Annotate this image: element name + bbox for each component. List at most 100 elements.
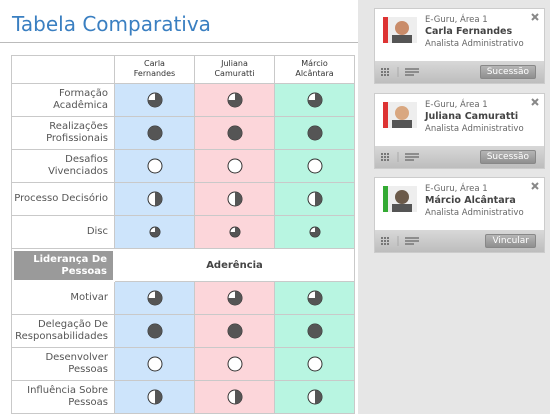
table-border [11, 55, 12, 414]
ball-fill [147, 126, 162, 140]
ball-fill [314, 192, 322, 206]
ball-fill [147, 324, 162, 338]
grid-icon-dot [381, 237, 383, 239]
row-label: Disc [12, 216, 115, 249]
level-cell [195, 282, 275, 315]
ball-outline [147, 158, 162, 174]
grid-icon-dot [384, 68, 386, 70]
harvey-ball [227, 323, 242, 339]
row-label: Influência Sobre Pessoas [12, 381, 115, 414]
grid-icon-dot [381, 243, 383, 245]
ball-fill [149, 227, 160, 237]
comparison-panel: Tabela Comparativa Carla Fernandes Julian… [0, 0, 358, 414]
level-cell [115, 84, 195, 117]
card-button[interactable]: Sucessão [479, 150, 536, 164]
card-line1: E-Guru, Área 1 [425, 100, 488, 110]
avatar-face [395, 190, 409, 204]
level-cell [195, 315, 275, 348]
card-footer: Sucessão [375, 146, 544, 168]
level-cell [115, 348, 195, 381]
avatar [383, 186, 417, 212]
level-cell [195, 117, 275, 150]
profile-card: E-Guru, Área 1 Carla Fernandes Analista Ad… [374, 8, 545, 84]
ball-fill [234, 390, 242, 404]
grid-icon-dot [381, 156, 383, 158]
harvey-ball [149, 226, 160, 238]
level-cell [195, 348, 275, 381]
harvey-ball [147, 290, 162, 306]
ball-fill [229, 227, 240, 237]
harvey-ball [227, 92, 242, 108]
card-role: Analista Administrativo [425, 124, 524, 134]
card-name: Juliana Camuratti [425, 111, 519, 122]
grid-icon-dot [387, 159, 389, 161]
row-label: Desenvolver Pessoas [12, 348, 115, 381]
ball-outline [307, 158, 322, 174]
grid-icon-dot [384, 237, 386, 239]
table-border [12, 55, 355, 56]
column-header: Carla Fernandes [115, 55, 195, 84]
harvey-ball [307, 356, 322, 372]
card-name: Márcio Alcântara [425, 195, 516, 206]
level-cell [195, 183, 275, 216]
ball-fill [227, 291, 242, 305]
avatar-body [392, 35, 412, 43]
card-button[interactable]: Sucessão [479, 65, 536, 79]
harvey-ball [227, 356, 242, 372]
grid-icon-dot [387, 153, 389, 155]
ball-fill [227, 324, 242, 338]
harvey-ball [227, 158, 242, 174]
close-button[interactable] [531, 13, 539, 21]
grid-icon-dot [384, 71, 386, 73]
harvey-ball [307, 158, 322, 174]
harvey-ball [227, 191, 242, 207]
grid-icon-dot [387, 237, 389, 239]
grid-icon-dot [384, 153, 386, 155]
card-line1: E-Guru, Área 1 [425, 184, 488, 194]
row-label: Motivar [12, 282, 115, 315]
row-label: Delegação De Responsabilidades [12, 315, 115, 348]
level-cell [275, 150, 355, 183]
ball-fill [154, 390, 162, 404]
harvey-ball [309, 226, 320, 238]
ball-fill [234, 192, 242, 206]
level-cell [275, 315, 355, 348]
level-cell [115, 117, 195, 150]
section-subtitle: Aderência [115, 249, 355, 282]
column-header: Márcio Alcântara [275, 55, 355, 84]
row-label: Realizações Profissionais [12, 117, 115, 150]
ball-fill [307, 324, 322, 338]
level-cell [275, 381, 355, 414]
row-label: Formação Acadêmica [12, 84, 115, 117]
card-footer: Sucessão [375, 61, 544, 83]
row-label: Desafios Vivenciados [12, 150, 115, 183]
grid-icon-dot [384, 156, 386, 158]
avatar-body [392, 120, 412, 128]
card-role: Analista Administrativo [425, 39, 524, 49]
card-button[interactable]: Vincular [485, 234, 536, 248]
close-button[interactable] [531, 98, 539, 106]
ball-fill [154, 192, 162, 206]
close-icon [531, 98, 539, 106]
card-role: Analista Administrativo [425, 208, 524, 218]
level-cell [115, 282, 195, 315]
harvey-ball [307, 290, 322, 306]
card-footer: Vincular [375, 230, 544, 252]
harvey-ball [147, 356, 162, 372]
close-button[interactable] [531, 182, 539, 190]
profile-card: E-Guru, Área 1 Márcio Alcântara Analista A… [374, 177, 545, 253]
avatar-face [395, 106, 409, 120]
harvey-ball [147, 158, 162, 174]
grid-icon-dot [381, 159, 383, 161]
grid-icon-dot [384, 243, 386, 245]
footer-icons [381, 152, 419, 162]
avatar-body [392, 204, 412, 212]
level-cell [195, 150, 275, 183]
column-header: Juliana Camuratti [195, 55, 275, 84]
grid-icon-dot [381, 240, 383, 242]
ball-outline [227, 356, 242, 372]
close-icon [531, 13, 539, 21]
avatar-strip [383, 186, 388, 212]
avatar-strip [383, 102, 388, 128]
